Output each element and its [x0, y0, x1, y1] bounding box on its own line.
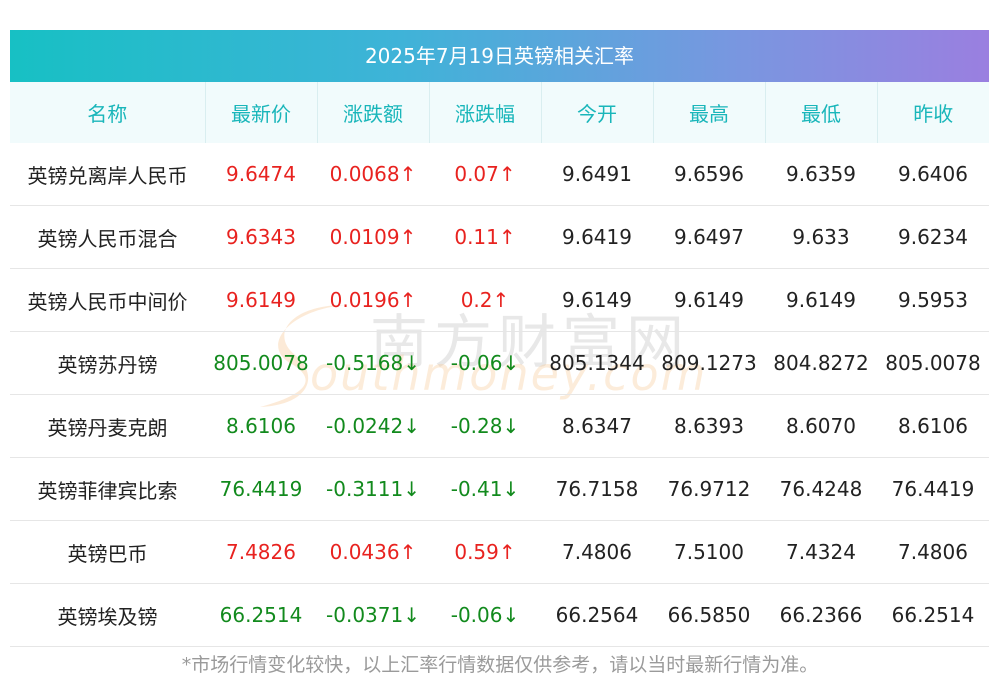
cell-name: 英镑人民币混合 [10, 205, 205, 269]
cell-latest: 9.6343 [205, 205, 317, 269]
cell-pct: 0.07↑ [429, 143, 541, 206]
cell-low: 9.6359 [765, 143, 877, 206]
cell-latest: 7.4826 [205, 520, 317, 584]
cell-name: 英镑埃及镑 [10, 583, 205, 647]
cell-latest: 76.4419 [205, 457, 317, 521]
header-latest: 最新价 [205, 82, 318, 143]
cell-change: 0.0436↑ [317, 520, 429, 584]
table-row: 英镑苏丹镑 805.0078 -0.5168↓ -0.06↓ 805.1344 809.1… [10, 331, 989, 395]
cell-low: 9.633 [765, 205, 877, 269]
header-prev: 昨收 [877, 82, 989, 143]
cell-prev: 9.5953 [877, 268, 989, 332]
cell-open: 9.6149 [541, 268, 653, 332]
cell-high: 7.5100 [653, 520, 765, 584]
cell-latest: 8.6106 [205, 394, 317, 458]
cell-high: 9.6497 [653, 205, 765, 269]
cell-open: 805.1344 [541, 331, 653, 395]
header-high: 最高 [653, 82, 766, 143]
cell-prev: 9.6406 [877, 143, 989, 206]
cell-high: 76.9712 [653, 457, 765, 521]
cell-low: 804.8272 [765, 331, 877, 395]
cell-name: 英镑菲律宾比索 [10, 457, 205, 521]
header-open: 今开 [541, 82, 654, 143]
rate-table: 名称 最新价 涨跌额 涨跌幅 今开 最高 最低 昨收 英镑兑离岸人民币 9.647… [10, 82, 989, 647]
table-row: 英镑人民币中间价 9.6149 0.0196↑ 0.2↑ 9.6149 9.6149 9.6… [10, 268, 989, 332]
cell-low: 9.6149 [765, 268, 877, 332]
table-row: 英镑埃及镑 66.2514 -0.0371↓ -0.06↓ 66.2564 66.5850… [10, 583, 989, 647]
table-row: 英镑兑离岸人民币 9.6474 0.0068↑ 0.07↑ 9.6491 9.6596 9.… [10, 143, 989, 206]
rate-table-container: 2025年7月19日英镑相关汇率 名称 最新价 涨跌额 涨跌幅 今开 最高 最低… [10, 30, 989, 647]
cell-latest: 66.2514 [205, 583, 317, 647]
cell-pct: 0.11↑ [429, 205, 541, 269]
cell-low: 76.4248 [765, 457, 877, 521]
disclaimer-footer: *市场行情变化较快，以上汇率行情数据仅供参考，请以当时最新行情为准。 [181, 654, 819, 676]
cell-prev: 7.4806 [877, 520, 989, 584]
table-row: 英镑丹麦克朗 8.6106 -0.0242↓ -0.28↓ 8.6347 8.6393 8.… [10, 394, 989, 458]
cell-change: -0.0242↓ [317, 394, 429, 458]
table-header-row: 名称 最新价 涨跌额 涨跌幅 今开 最高 最低 昨收 [10, 82, 989, 143]
cell-low: 7.4324 [765, 520, 877, 584]
cell-latest: 9.6149 [205, 268, 317, 332]
header-name: 名称 [10, 82, 206, 143]
cell-pct: -0.28↓ [429, 394, 541, 458]
cell-pct: -0.06↓ [429, 331, 541, 395]
table-row: 英镑菲律宾比索 76.4419 -0.3111↓ -0.41↓ 76.7158 76.97… [10, 457, 989, 521]
cell-open: 8.6347 [541, 394, 653, 458]
cell-change: 0.0109↑ [317, 205, 429, 269]
table-title: 2025年7月19日英镑相关汇率 [10, 30, 989, 82]
cell-high: 66.5850 [653, 583, 765, 647]
cell-prev: 9.6234 [877, 205, 989, 269]
cell-latest: 9.6474 [205, 143, 317, 206]
cell-prev: 8.6106 [877, 394, 989, 458]
cell-open: 76.7158 [541, 457, 653, 521]
cell-high: 9.6149 [653, 268, 765, 332]
cell-pct: -0.06↓ [429, 583, 541, 647]
cell-change: 0.0196↑ [317, 268, 429, 332]
cell-prev: 76.4419 [877, 457, 989, 521]
cell-name: 英镑兑离岸人民币 [10, 143, 205, 206]
cell-name: 英镑巴币 [10, 520, 205, 584]
cell-pct: 0.2↑ [429, 268, 541, 332]
cell-low: 8.6070 [765, 394, 877, 458]
cell-open: 66.2564 [541, 583, 653, 647]
header-change: 涨跌额 [317, 82, 430, 143]
cell-change: -0.5168↓ [317, 331, 429, 395]
cell-change: -0.0371↓ [317, 583, 429, 647]
cell-prev: 66.2514 [877, 583, 989, 647]
cell-pct: 0.59↑ [429, 520, 541, 584]
table-row: 英镑巴币 7.4826 0.0436↑ 0.59↑ 7.4806 7.5100 7.4324… [10, 520, 989, 584]
cell-open: 9.6491 [541, 143, 653, 206]
cell-open: 7.4806 [541, 520, 653, 584]
cell-high: 9.6596 [653, 143, 765, 206]
cell-pct: -0.41↓ [429, 457, 541, 521]
cell-high: 809.1273 [653, 331, 765, 395]
header-pct: 涨跌幅 [429, 82, 542, 143]
cell-change: -0.3111↓ [317, 457, 429, 521]
table-row: 英镑人民币混合 9.6343 0.0109↑ 0.11↑ 9.6419 9.6497 9.6… [10, 205, 989, 269]
header-low: 最低 [765, 82, 878, 143]
cell-prev: 805.0078 [877, 331, 989, 395]
cell-high: 8.6393 [653, 394, 765, 458]
cell-change: 0.0068↑ [317, 143, 429, 206]
cell-low: 66.2366 [765, 583, 877, 647]
cell-open: 9.6419 [541, 205, 653, 269]
cell-name: 英镑人民币中间价 [10, 268, 205, 332]
cell-latest: 805.0078 [205, 331, 317, 395]
cell-name: 英镑丹麦克朗 [10, 394, 205, 458]
cell-name: 英镑苏丹镑 [10, 331, 205, 395]
